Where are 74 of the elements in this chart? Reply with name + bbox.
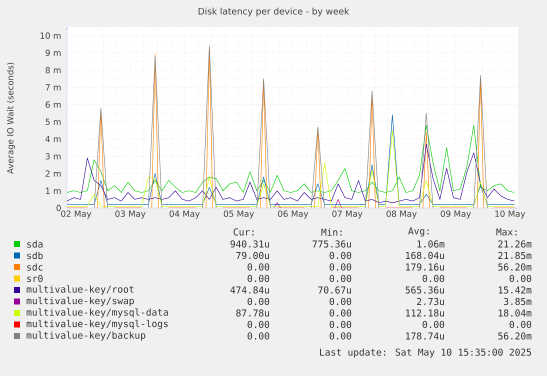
- text: 15.42m: [498, 286, 532, 294]
- x-tick-label: 10 May: [495, 210, 526, 219]
- text: 0.00: [330, 332, 352, 340]
- legend-label: multivalue-key/mysql-data: [26, 308, 168, 318]
- text: Max:: [496, 228, 517, 236]
- text: 179.16u: [406, 263, 444, 271]
- legend-label: multivalue-key/backup: [26, 331, 146, 341]
- text: 0.00: [330, 263, 352, 271]
- text: 79.00u: [236, 252, 269, 260]
- text: 56.20m: [498, 332, 532, 340]
- text: 940.31u: [230, 240, 269, 248]
- text: 0.00: [330, 252, 352, 260]
- text: 18.04m: [498, 309, 532, 317]
- text: Last update: Sat May 10 15:35:00 2025: [320, 348, 532, 358]
- text: 178.74u: [406, 332, 444, 340]
- text: Cur:: [234, 228, 254, 236]
- text: 0.00: [330, 320, 352, 328]
- y-tick-label: 0: [56, 204, 61, 212]
- text: 21.85m: [498, 252, 532, 260]
- x-tick-label: 02 May: [61, 210, 92, 219]
- text: 21.26m: [498, 240, 532, 248]
- y-tick-label: 5 m: [46, 118, 61, 125]
- text: 1.06m: [417, 240, 444, 248]
- y-tick-label: 6 m: [46, 101, 61, 108]
- text: 0.00: [510, 274, 532, 282]
- text: Min:: [321, 228, 342, 236]
- y-tick-label: 8 m: [46, 66, 61, 74]
- text: 0.00: [248, 332, 270, 340]
- text: 112.18u: [406, 309, 444, 317]
- y-tick-label: 1 m: [46, 188, 61, 194]
- line-series: [67, 124, 515, 193]
- text: Avg:: [408, 228, 429, 236]
- chart-title: Disk latency per device - by week: [198, 8, 350, 16]
- legend-label: sdc: [27, 263, 43, 271]
- y-tick-label: 9 m: [46, 50, 61, 56]
- text: 0.00: [510, 320, 532, 328]
- y-tick-label: 7 m: [46, 84, 61, 90]
- legend-label: multivalue-key/swap: [26, 296, 134, 306]
- text: 2.73u: [417, 298, 444, 306]
- legend-label: multivalue-key/mysql-logs: [26, 320, 168, 330]
- text: 87.78u: [236, 309, 269, 317]
- y-tick-label: 10 m: [40, 32, 61, 39]
- y-tick-label: 3 m: [46, 153, 61, 160]
- x-tick-label: 08 May: [386, 210, 417, 219]
- text: 56.20m: [498, 263, 532, 271]
- text: 0.00: [422, 274, 444, 282]
- text: 0.00: [330, 309, 352, 317]
- text: 0.00: [248, 263, 270, 271]
- text: 70.67u: [318, 286, 351, 294]
- legend-label: sdb: [27, 252, 43, 260]
- text: 0.00: [248, 298, 270, 306]
- text: 3.85m: [504, 298, 532, 306]
- text: 0.00: [248, 320, 270, 328]
- text: 775.36u: [312, 240, 351, 248]
- text: 0.00: [330, 298, 352, 306]
- y-tick-label: 4 m: [45, 136, 61, 142]
- text: 168.04u: [406, 252, 444, 260]
- y-tick-label: 2 m: [46, 170, 61, 177]
- line-series: [67, 144, 515, 204]
- y-axis-title: Average IO Wait (seconds): [6, 62, 16, 174]
- x-tick-label: 09 May: [440, 210, 471, 219]
- x-tick-label: 07 May: [332, 210, 362, 219]
- x-tick-label: 06 May: [278, 210, 308, 219]
- legend-label: sr0: [27, 274, 43, 282]
- legend-label: multivalue-key/root: [26, 285, 134, 295]
- text: 0.00: [330, 274, 352, 282]
- x-tick-label: 05 May: [224, 210, 254, 219]
- text: 0.00: [248, 274, 270, 282]
- legend-label: sda: [27, 240, 42, 248]
- x-tick-label: 03 May: [115, 210, 146, 219]
- text: 0.00: [422, 320, 444, 328]
- x-tick-label: 04 May: [170, 210, 200, 219]
- text: 565.36u: [406, 286, 444, 294]
- text: 474.84u: [230, 286, 269, 294]
